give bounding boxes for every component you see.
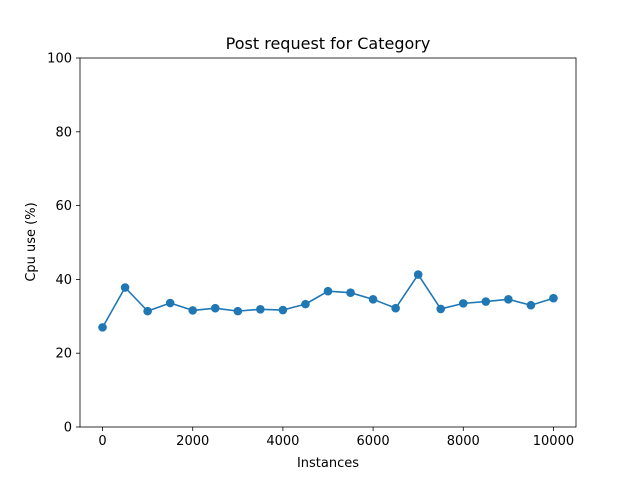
- x-axis-label: Instances: [297, 456, 359, 471]
- data-point: [233, 306, 243, 316]
- y-tick-label: 100: [47, 52, 72, 67]
- data-point: [210, 303, 220, 313]
- data-point: [165, 298, 175, 308]
- x-tick-label: 10000: [533, 434, 574, 449]
- data-point: [458, 299, 468, 308]
- data-point: [98, 323, 107, 332]
- data-point: [481, 297, 491, 306]
- plot-frame: [79, 57, 577, 428]
- data-point: [278, 305, 288, 315]
- y-tick-label: 0: [64, 421, 72, 436]
- data-point: [256, 304, 265, 314]
- x-tick-label: 6000: [357, 434, 390, 449]
- data-point: [143, 306, 152, 316]
- chart-title: Post request for Category: [226, 34, 431, 53]
- x-tick-label: 0: [98, 434, 106, 449]
- x-tick-label: 8000: [447, 434, 480, 449]
- data-point: [188, 306, 198, 315]
- y-tick-label: 20: [55, 347, 72, 362]
- y-tick-label: 80: [55, 125, 72, 140]
- data-point: [549, 293, 558, 303]
- data-point: [301, 299, 310, 309]
- y-tick-label: 60: [55, 199, 72, 214]
- y-tick-label: 40: [55, 273, 72, 288]
- y-axis-label: Cpu use (%): [24, 202, 39, 281]
- data-point: [504, 295, 513, 304]
- x-tick-label: 2000: [176, 434, 209, 449]
- data-point: [436, 304, 446, 314]
- x-tick-label: 4000: [266, 434, 299, 449]
- data-point: [346, 288, 355, 297]
- data-point: [413, 270, 423, 279]
- data-point: [526, 300, 536, 310]
- data-point: [368, 295, 378, 304]
- data-point: [391, 303, 400, 313]
- data-point: [120, 283, 130, 292]
- data-point: [323, 286, 333, 296]
